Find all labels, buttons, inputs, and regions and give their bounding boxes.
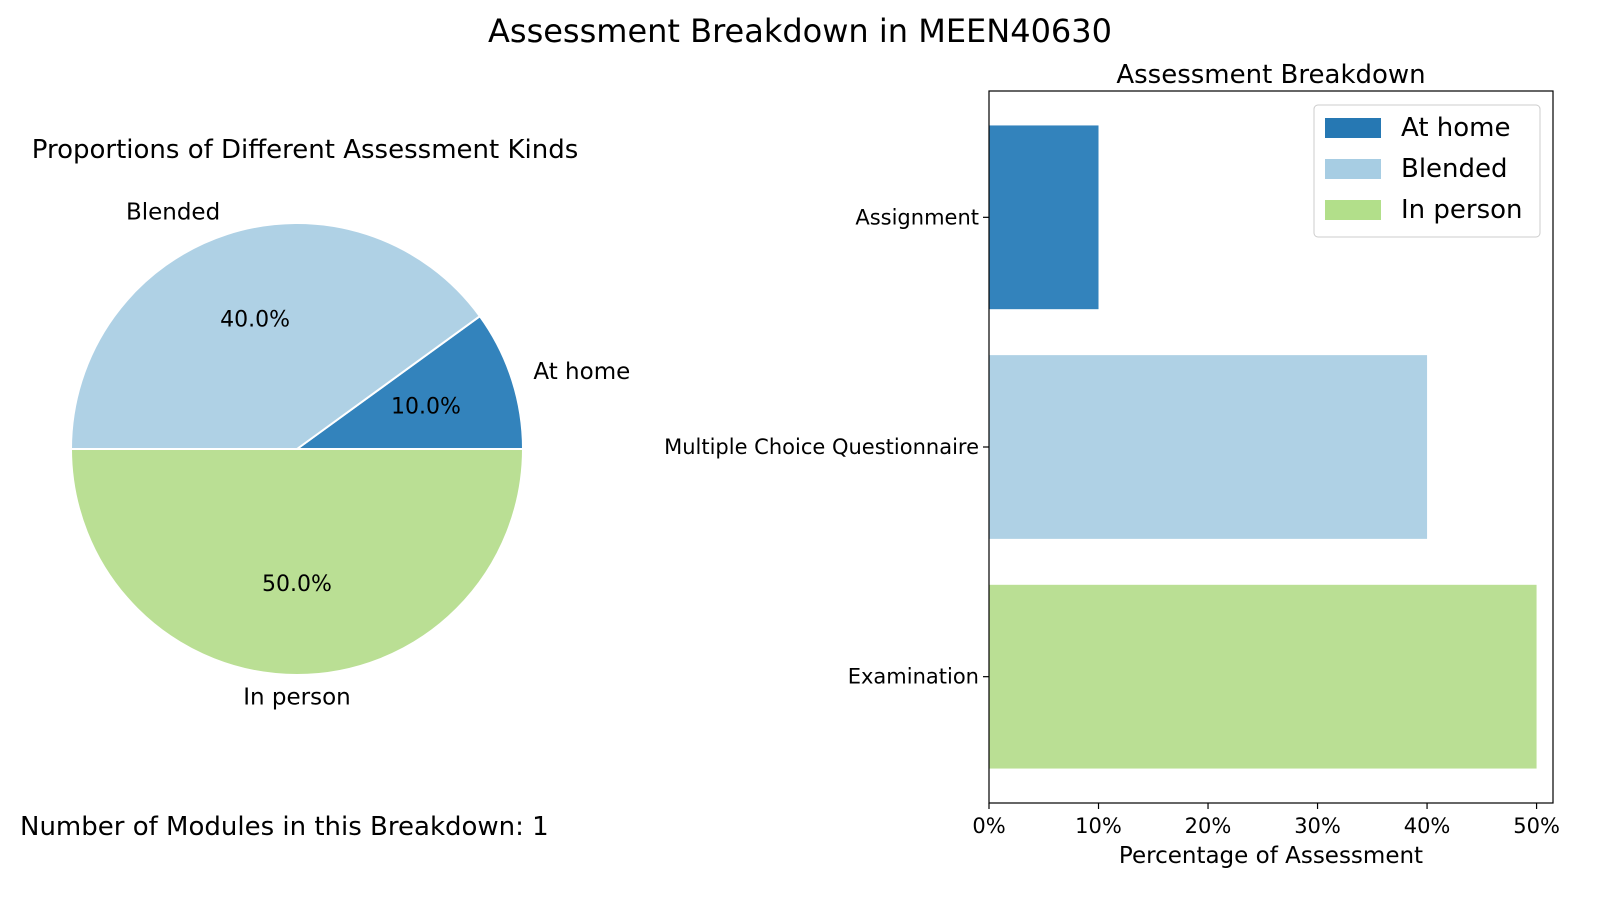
pie-chart-title: Proportions of Different Assessment Kind…: [31, 135, 579, 165]
pie-slice-in-person: [70, 448, 524, 676]
bar-multiple-choice-questionnaire: [989, 355, 1428, 539]
bar-assignment: [989, 125, 1099, 310]
legend-label-blended: Blended: [1401, 154, 1508, 184]
legend-swatch-in-person: [1325, 200, 1381, 220]
pie-category-label-blended: Blended: [126, 200, 220, 226]
figure-title: Assessment Breakdown in MEEN40630: [488, 12, 1112, 50]
y-tick-label-multiple-choice-questionnaire: Multiple Choice Questionnaire: [664, 435, 979, 459]
x-tick-label: 10%: [1075, 814, 1122, 838]
pie-percent-label-at-home: 10.0%: [391, 395, 461, 420]
legend-label-in-person: In person: [1401, 195, 1523, 225]
pie-category-label-in-person: In person: [243, 685, 351, 711]
pie-category-label-at-home: At home: [533, 359, 630, 385]
pie-slice-blended: [70, 222, 481, 450]
x-axis-label: Percentage of Assessment: [1119, 843, 1423, 869]
bar-chart: Assessment Breakdown Assignment Multiple C…: [664, 60, 1560, 869]
bar-examination: [989, 584, 1537, 769]
pie-percent-label-in-person: 50.0%: [262, 572, 332, 597]
x-tick-label: 50%: [1513, 814, 1560, 838]
modules-count-label: Number of Modules in this Breakdown: 1: [20, 812, 549, 842]
x-tick-label: 20%: [1185, 814, 1232, 838]
pie-slice-at-home: [296, 315, 524, 450]
y-tick-label-examination: Examination: [848, 665, 979, 689]
legend-swatch-at-home: [1325, 118, 1381, 138]
legend-swatch-blended: [1325, 159, 1381, 179]
pie-percent-label-blended: 40.0%: [220, 308, 290, 333]
x-tick-label: 0%: [972, 814, 1005, 838]
pie-chart: 10.0% At home 40.0% Blended 50.0% In person: [70, 200, 630, 711]
legend-label-at-home: At home: [1401, 113, 1511, 143]
x-tick-label: 40%: [1404, 814, 1451, 838]
y-tick-label-assignment: Assignment: [855, 205, 979, 229]
bar-plot-frame: [988, 90, 1554, 804]
bar-chart-title: Assessment Breakdown: [1116, 60, 1425, 90]
x-tick-label: 30%: [1294, 814, 1341, 838]
